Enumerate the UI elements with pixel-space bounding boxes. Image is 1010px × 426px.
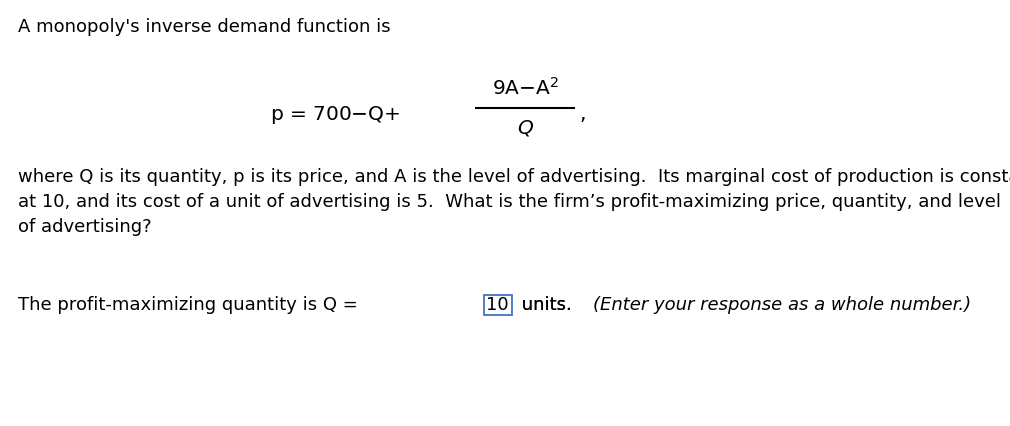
Bar	[484, 295, 512, 315]
Text: where Q is its quantity, p is its price, and A is the level of advertising.  Its: where Q is its quantity, p is its price,…	[18, 168, 1010, 236]
Text: 9A$-$A$^2$: 9A$-$A$^2$	[492, 77, 559, 99]
Text: 10: 10	[486, 296, 509, 314]
Text: p = 700$-$Q$+$: p = 700$-$Q$+$	[270, 104, 400, 126]
Text: ,: ,	[579, 106, 586, 124]
Text: Q: Q	[517, 118, 533, 138]
Text: A monopoly's inverse demand function is: A monopoly's inverse demand function is	[18, 18, 391, 36]
Text: units.: units.	[515, 296, 583, 314]
Text: The profit-maximizing quantity is Q =: The profit-maximizing quantity is Q =	[18, 296, 362, 314]
Text: units.: units.	[515, 296, 583, 314]
Text: (Enter your response as a whole number.): (Enter your response as a whole number.)	[593, 296, 972, 314]
